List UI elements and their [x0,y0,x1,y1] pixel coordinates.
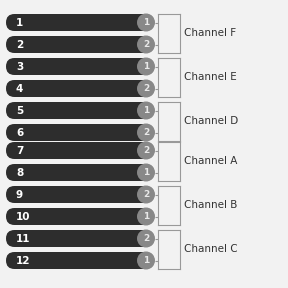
Text: 10: 10 [16,211,31,221]
Text: 2: 2 [143,128,149,137]
Text: 8: 8 [16,168,23,177]
Text: Channel F: Channel F [184,29,236,39]
Circle shape [137,58,155,75]
Text: 2: 2 [143,84,149,93]
Text: 1: 1 [143,62,149,71]
FancyBboxPatch shape [6,186,154,203]
Circle shape [137,207,155,226]
Text: 3: 3 [16,62,23,71]
FancyBboxPatch shape [6,14,154,31]
Text: 11: 11 [16,234,31,243]
Text: 1: 1 [143,18,149,27]
FancyBboxPatch shape [6,208,154,225]
Circle shape [137,251,155,270]
Text: 9: 9 [16,190,23,200]
Circle shape [137,164,155,181]
Circle shape [137,101,155,120]
Text: Channel C: Channel C [184,245,238,255]
Text: 12: 12 [16,255,31,266]
Circle shape [137,185,155,204]
Circle shape [137,141,155,160]
FancyBboxPatch shape [6,36,154,53]
Text: 1: 1 [143,212,149,221]
Text: Channel D: Channel D [184,117,238,126]
Text: 1: 1 [143,168,149,177]
Text: 7: 7 [16,145,23,156]
FancyBboxPatch shape [6,142,154,159]
Circle shape [137,230,155,247]
Text: 6: 6 [16,128,23,137]
Circle shape [137,79,155,98]
Text: 2: 2 [143,146,149,155]
Text: 2: 2 [16,39,23,50]
FancyBboxPatch shape [6,164,154,181]
Text: Channel B: Channel B [184,200,237,211]
Text: Channel A: Channel A [184,156,237,166]
Text: 4: 4 [16,84,23,94]
FancyBboxPatch shape [6,230,154,247]
Text: 5: 5 [16,105,23,115]
Text: 1: 1 [143,256,149,265]
Circle shape [137,35,155,54]
Text: 2: 2 [143,40,149,49]
Circle shape [137,124,155,141]
Text: 2: 2 [143,190,149,199]
Text: Channel E: Channel E [184,73,237,82]
FancyBboxPatch shape [6,252,154,269]
Text: 1: 1 [143,106,149,115]
FancyBboxPatch shape [6,58,154,75]
Text: 2: 2 [143,234,149,243]
FancyBboxPatch shape [6,124,154,141]
FancyBboxPatch shape [6,80,154,97]
Text: 1: 1 [16,18,23,27]
FancyBboxPatch shape [6,102,154,119]
Circle shape [137,14,155,31]
